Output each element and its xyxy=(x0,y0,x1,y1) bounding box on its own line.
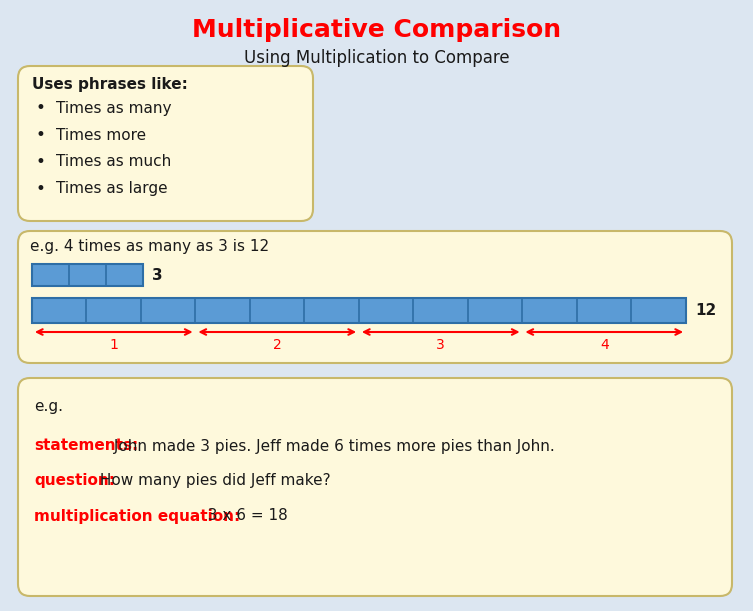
Text: 2: 2 xyxy=(273,338,282,352)
Text: •: • xyxy=(36,126,46,144)
Text: 12: 12 xyxy=(695,303,716,318)
FancyBboxPatch shape xyxy=(32,264,143,286)
Text: •: • xyxy=(36,153,46,171)
Text: Times as many: Times as many xyxy=(56,100,172,115)
Text: multiplication equation:: multiplication equation: xyxy=(34,508,240,524)
Text: Using Multiplication to Compare: Using Multiplication to Compare xyxy=(244,49,509,67)
Text: Multiplicative Comparison: Multiplicative Comparison xyxy=(192,18,561,42)
Text: 1: 1 xyxy=(109,338,118,352)
Text: 3: 3 xyxy=(152,268,163,282)
FancyBboxPatch shape xyxy=(32,298,686,323)
Text: 4: 4 xyxy=(600,338,608,352)
Text: e.g. 4 times as many as 3 is 12: e.g. 4 times as many as 3 is 12 xyxy=(30,240,269,255)
Text: 3 x 6 = 18: 3 x 6 = 18 xyxy=(198,508,288,524)
Text: John made 3 pies. Jeff made 6 times more pies than John.: John made 3 pies. Jeff made 6 times more… xyxy=(109,439,555,453)
Text: question:: question: xyxy=(34,474,115,489)
Text: Times as large: Times as large xyxy=(56,181,168,197)
Text: Times as much: Times as much xyxy=(56,155,171,169)
Text: How many pies did Jeff make?: How many pies did Jeff make? xyxy=(96,474,331,489)
Text: Uses phrases like:: Uses phrases like: xyxy=(32,76,188,92)
FancyBboxPatch shape xyxy=(18,66,313,221)
FancyBboxPatch shape xyxy=(18,378,732,596)
Text: statements:: statements: xyxy=(34,439,139,453)
Text: 3: 3 xyxy=(437,338,445,352)
FancyBboxPatch shape xyxy=(18,231,732,363)
Text: •: • xyxy=(36,180,46,198)
Text: •: • xyxy=(36,99,46,117)
Text: Times more: Times more xyxy=(56,128,146,142)
Text: e.g.: e.g. xyxy=(34,398,63,414)
